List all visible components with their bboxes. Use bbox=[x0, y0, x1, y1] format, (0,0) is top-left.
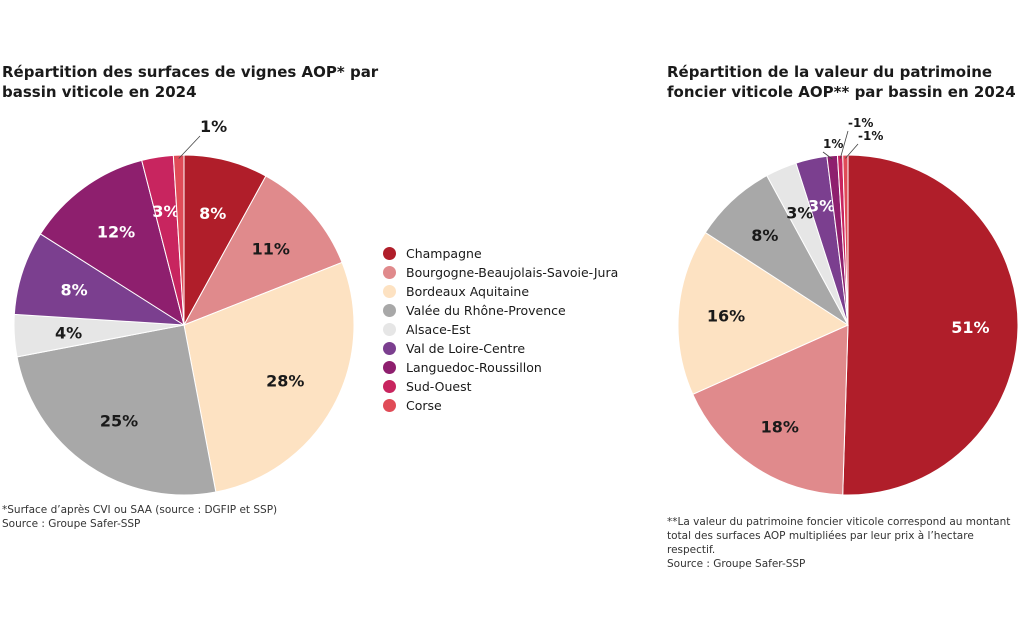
chart-title-right: Répartition de la valeur du patrimoine f… bbox=[667, 63, 1016, 101]
data-label-valee-du-rhone-provence: 8% bbox=[751, 226, 778, 245]
data-label-val-de-loire-centre: 3% bbox=[808, 196, 835, 215]
pie-slice-bordeaux-aquitaine bbox=[677, 231, 850, 395]
chart-title-left: Répartition des surfaces de vignes AOP* … bbox=[2, 63, 379, 101]
legend-swatch bbox=[383, 323, 396, 336]
pie-slice-bourgogne-beaujolais-savoie-jura bbox=[692, 324, 849, 496]
data-label-bourgogne-beaujolais-savoie-jura: 11% bbox=[252, 240, 290, 259]
legend-item-rhone: Valée du Rhône-Provence bbox=[383, 301, 618, 320]
legend-item-sud-ouest: Sud-Ouest bbox=[383, 377, 618, 396]
pie-slice-bourgogne-beaujolais-savoie-jura bbox=[182, 175, 343, 326]
legend-label: Champagne bbox=[406, 246, 482, 261]
legend-item-languedoc: Languedoc-Roussillon bbox=[383, 358, 618, 377]
data-label-alsace-est: 4% bbox=[55, 323, 82, 342]
footnote-right: **La valeur du patrimoine foncier vitico… bbox=[667, 515, 1017, 571]
legend-label: Alsace-Est bbox=[406, 322, 471, 337]
legend-swatch bbox=[383, 361, 396, 374]
legend-item-bordeaux: Bordeaux Aquitaine bbox=[383, 282, 618, 301]
data-label-sud-ouest: 3% bbox=[152, 202, 179, 221]
legend-swatch bbox=[383, 304, 396, 317]
legend-item-champagne: Champagne bbox=[383, 244, 618, 263]
legend-item-corse: Corse bbox=[383, 396, 618, 415]
pie-slice-champagne bbox=[842, 154, 1019, 496]
data-label-corse: -1% bbox=[858, 129, 883, 143]
legend-item-loire: Val de Loire-Centre bbox=[383, 339, 618, 358]
source-text: Source : Groupe Safer-SSP bbox=[2, 518, 141, 530]
pie-slice-corse bbox=[172, 154, 185, 326]
legend-swatch bbox=[383, 285, 396, 298]
legend-swatch bbox=[383, 399, 396, 412]
data-label-bordeaux-aquitaine: 16% bbox=[707, 306, 745, 325]
pie-slice-bordeaux-aquitaine bbox=[183, 261, 355, 493]
legend-swatch bbox=[383, 342, 396, 355]
data-label-languedoc-roussillon: 12% bbox=[97, 222, 135, 241]
legend-item-bourgogne: Bourgogne-Beaujolais-Savoie-Jura bbox=[383, 263, 618, 282]
legend-label: Bourgogne-Beaujolais-Savoie-Jura bbox=[406, 265, 619, 280]
data-label-sud-ouest: -1% bbox=[848, 116, 873, 130]
footnote-text: *Surface d’après CVI ou SAA (source : DG… bbox=[2, 504, 278, 516]
legend-swatch bbox=[383, 266, 396, 279]
leader-line bbox=[178, 135, 201, 159]
leader-line bbox=[839, 130, 849, 159]
legend-label: Valée du Rhône-Provence bbox=[406, 303, 566, 318]
footnote-text: **La valeur du patrimoine foncier vitico… bbox=[667, 516, 1011, 556]
legend: Champagne Bourgogne-Beaujolais-Savoie-Ju… bbox=[383, 244, 618, 415]
data-label-bourgogne-beaujolais-savoie-jura: 18% bbox=[761, 418, 799, 437]
legend-item-alsace: Alsace-Est bbox=[383, 320, 618, 339]
source-text: Source : Groupe Safer-SSP bbox=[667, 558, 806, 570]
legend-swatch bbox=[383, 380, 396, 393]
data-label-val-de-loire-centre: 8% bbox=[60, 280, 87, 299]
data-label-alsace-est: 3% bbox=[786, 203, 813, 222]
data-label-corse: 1% bbox=[200, 117, 227, 136]
leader-line bbox=[822, 151, 833, 160]
data-label-bordeaux-aquitaine: 28% bbox=[266, 372, 304, 391]
data-label-languedoc-roussillon: 1% bbox=[823, 137, 843, 151]
pie-slice-languedoc-roussillon bbox=[39, 159, 185, 327]
footnote-left: *Surface d’après CVI ou SAA (source : DG… bbox=[2, 503, 382, 531]
data-label-champagne: 51% bbox=[951, 318, 989, 337]
data-label-champagne: 8% bbox=[199, 204, 226, 223]
legend-label: Corse bbox=[406, 398, 442, 413]
leader-line bbox=[845, 143, 859, 159]
legend-label: Val de Loire-Centre bbox=[406, 341, 526, 356]
legend-label: Sud-Ouest bbox=[406, 379, 472, 394]
pie-slice-valee-du-rhone-provence bbox=[16, 324, 217, 496]
legend-label: Bordeaux Aquitaine bbox=[406, 284, 530, 299]
legend-swatch bbox=[383, 247, 396, 260]
legend-label: Languedoc-Roussillon bbox=[406, 360, 542, 375]
data-label-valee-du-rhone-provence: 25% bbox=[100, 412, 138, 431]
